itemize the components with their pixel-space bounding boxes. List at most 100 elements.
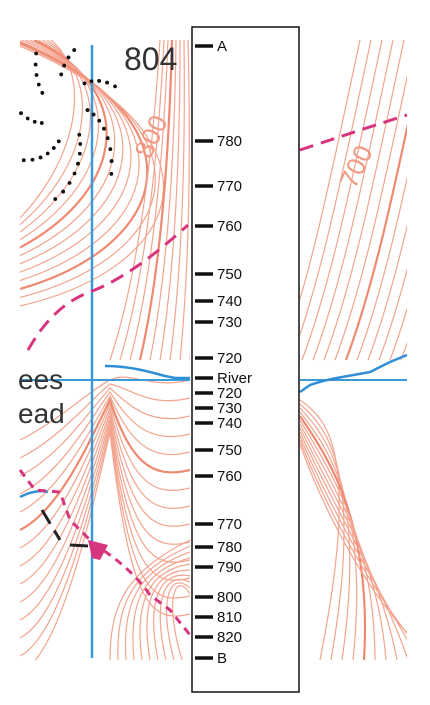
crag-dot [33,62,38,67]
crag-dot [109,159,114,163]
crag-dot [89,79,94,83]
crag-dot [45,151,50,156]
crag-dot [76,161,80,166]
crag-dot [52,146,56,150]
crag-dot [66,55,71,60]
contour [300,435,407,641]
contour [20,397,190,531]
crag-dots [19,48,117,201]
crag-dot [40,91,45,95]
contour [179,40,190,361]
crag-dot [97,119,101,123]
tick-label: 760 [217,218,242,235]
tick-label: 810 [217,609,242,626]
contour [20,40,100,241]
contour [300,423,387,660]
contour [300,439,407,635]
stream [19,489,49,499]
contour [159,578,190,660]
contour [300,443,407,634]
contour [20,390,190,495]
contour [20,41,149,291]
wall [69,543,89,548]
crag-dot [61,189,65,194]
tick-label: River [217,370,252,387]
crag-dot [91,112,96,117]
contour [169,40,185,361]
contour [109,40,161,361]
contour [356,176,407,361]
place-name: ees [18,364,63,395]
crag-dot [67,181,72,185]
strip-ticks: A780770760750740730720River7207307407507… [195,38,252,667]
contour [300,40,361,302]
tick-label: 720 [217,350,242,367]
crag-dot [59,72,64,77]
map-right [300,40,407,660]
tick-label: 750 [217,266,242,283]
spot-height: 804 [124,41,177,77]
contour [20,394,190,513]
contour [119,40,165,361]
contour [109,539,190,660]
river [299,353,408,394]
crag-dot [37,82,41,87]
contour [20,427,190,657]
contour [300,40,372,337]
contour [138,40,174,361]
contour [300,407,351,660]
contour [146,569,190,660]
crag-dot [72,48,77,52]
contour [20,45,164,307]
contour [389,307,407,361]
crag-dot [108,147,113,151]
river [104,364,190,380]
contour [378,267,407,361]
contour [172,585,190,660]
tick-label: 740 [217,415,242,432]
tick-label: 720 [217,385,242,402]
contour [20,40,132,273]
contour [153,574,190,660]
wall [40,509,62,541]
contour [300,431,407,659]
tick-label: 780 [217,133,242,150]
contour [20,40,140,282]
contour [20,415,190,603]
tick-label: 750 [217,442,242,459]
tick-label: 730 [217,400,242,417]
crag-dot [53,197,57,201]
footpath [299,113,408,152]
crag-dot [82,81,87,86]
crag-dot [62,63,66,68]
tick-label: 820 [217,629,242,646]
contour [20,423,190,639]
contour [165,582,190,660]
crag-dot [78,142,82,146]
crag-dot [34,73,39,77]
tick-label: 760 [217,468,242,485]
contour [20,383,190,459]
contour [149,40,177,361]
contour [300,419,376,660]
contour [334,74,407,361]
crag-dot [77,133,81,137]
contour [20,387,190,477]
tick-label: 770 [217,178,242,195]
tick-label: 790 [217,559,242,576]
tick-label: 730 [217,314,242,331]
crag-dot [32,119,37,124]
contour [34,431,190,660]
contour [20,40,91,233]
crag-dot [105,80,109,85]
crag-dot [34,51,38,56]
crag-dot [78,151,82,156]
contour [300,415,367,660]
contour [20,402,190,549]
contour [300,427,398,660]
place-name: ead [18,398,65,429]
crag-dot [102,127,106,131]
tick-label: B [217,650,227,667]
contour [117,545,190,660]
crag-dot [39,121,44,125]
